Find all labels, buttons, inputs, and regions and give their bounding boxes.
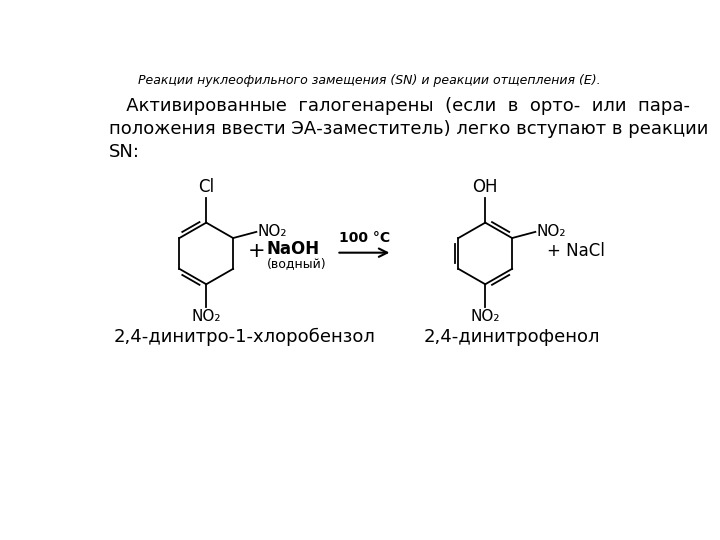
Text: + NaCl: + NaCl (547, 242, 605, 260)
Text: 2,4-динитрофенол: 2,4-динитрофенол (423, 328, 600, 346)
Text: NO₂: NO₂ (258, 225, 287, 239)
Text: 2,4-динитро-1-хлоробензол: 2,4-динитро-1-хлоробензол (113, 328, 375, 346)
Text: 100 °C: 100 °C (339, 231, 390, 245)
Text: Cl: Cl (198, 178, 215, 197)
Text: +: + (248, 241, 266, 261)
Text: NaOH: NaOH (266, 240, 320, 258)
Text: NO₂: NO₂ (537, 225, 567, 239)
Text: Реакции нуклеофильного замещения (SN) и реакции отщепления (E).: Реакции нуклеофильного замещения (SN) и … (138, 74, 600, 87)
Text: Активированные  галогенарены  (если  в  орто-  или  пара-
положения ввести ЭА-за: Активированные галогенарены (если в орто… (109, 97, 708, 161)
Text: NO₂: NO₂ (470, 309, 500, 324)
Text: NO₂: NO₂ (192, 309, 221, 324)
Text: OH: OH (472, 178, 498, 197)
Text: (водный): (водный) (266, 257, 326, 270)
